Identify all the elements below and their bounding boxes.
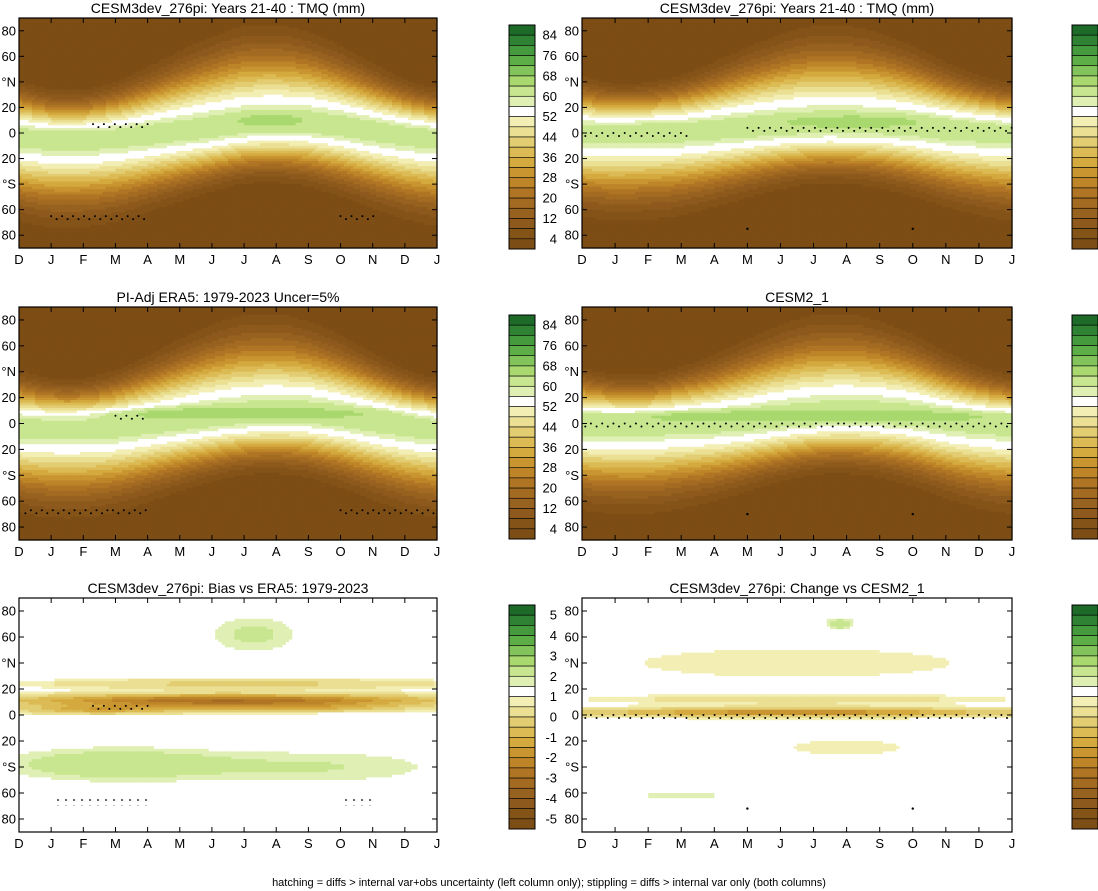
panel-1: D J F M A M J J A S O N D J8060°N20020°S6080CESM3dev_… bbox=[1, 0, 557, 267]
panel-1-field bbox=[19, 18, 438, 249]
